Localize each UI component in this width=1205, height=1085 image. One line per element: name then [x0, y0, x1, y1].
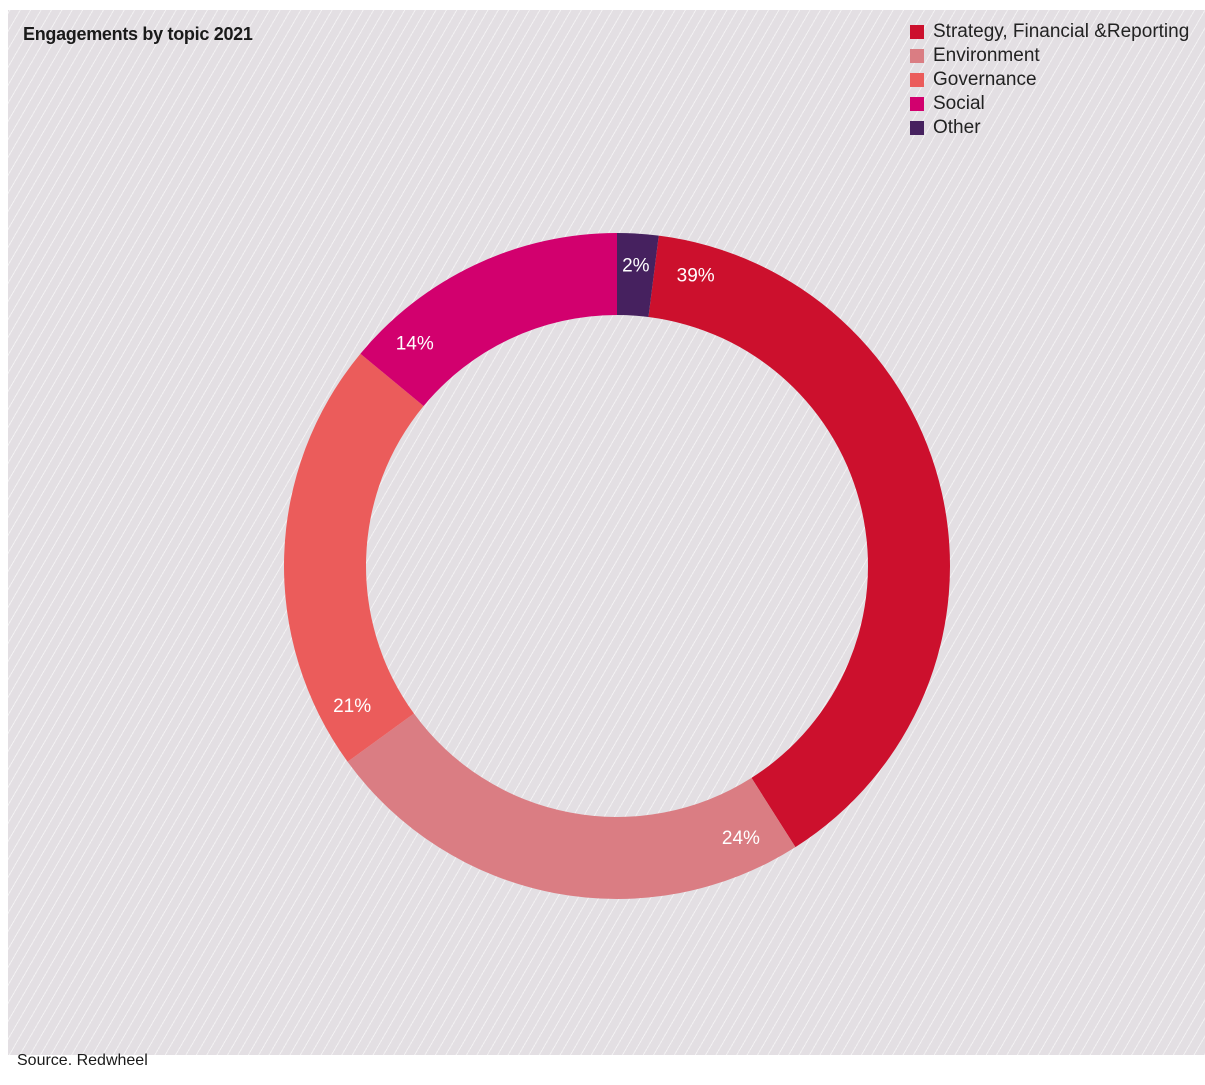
slice-label: 24%	[722, 828, 760, 849]
donut-slice	[284, 353, 424, 762]
legend-swatch	[910, 25, 924, 39]
legend-swatch	[910, 121, 924, 135]
chart-title: Engagements by topic 2021	[23, 24, 253, 44]
legend-label: Other	[933, 117, 981, 138]
legend-item: Environment	[910, 44, 1205, 68]
chart-panel: Engagements by topic 2021 39% 24% 21% 14% 2%…	[8, 10, 1205, 1055]
source-note: Source. Redwheel	[17, 1052, 148, 1069]
legend-item: Governance	[910, 68, 1205, 92]
legend-label: Governance	[933, 69, 1037, 90]
legend: Strategy, Financial &Reporting Environmen…	[910, 20, 1205, 140]
legend-swatch	[910, 73, 924, 87]
legend-item: Other	[910, 116, 1205, 140]
slice-label: 2%	[622, 256, 650, 277]
donut-chart: 39% 24% 21% 14% 2%	[284, 233, 950, 899]
slice-label: 14%	[396, 333, 434, 354]
donut-slice	[347, 713, 796, 899]
slice-label: 39%	[677, 266, 715, 287]
legend-item: Strategy, Financial &Reporting	[910, 20, 1205, 44]
legend-label: Environment	[933, 45, 1040, 66]
legend-swatch	[910, 49, 924, 63]
legend-item: Social	[910, 92, 1205, 116]
donut-slice	[617, 233, 659, 317]
legend-swatch	[910, 97, 924, 111]
slice-label: 21%	[333, 696, 371, 717]
donut-slice	[360, 233, 617, 407]
legend-label: Strategy, Financial &Reporting	[933, 21, 1190, 42]
donut-slice	[648, 235, 950, 848]
legend-label: Social	[933, 93, 985, 114]
